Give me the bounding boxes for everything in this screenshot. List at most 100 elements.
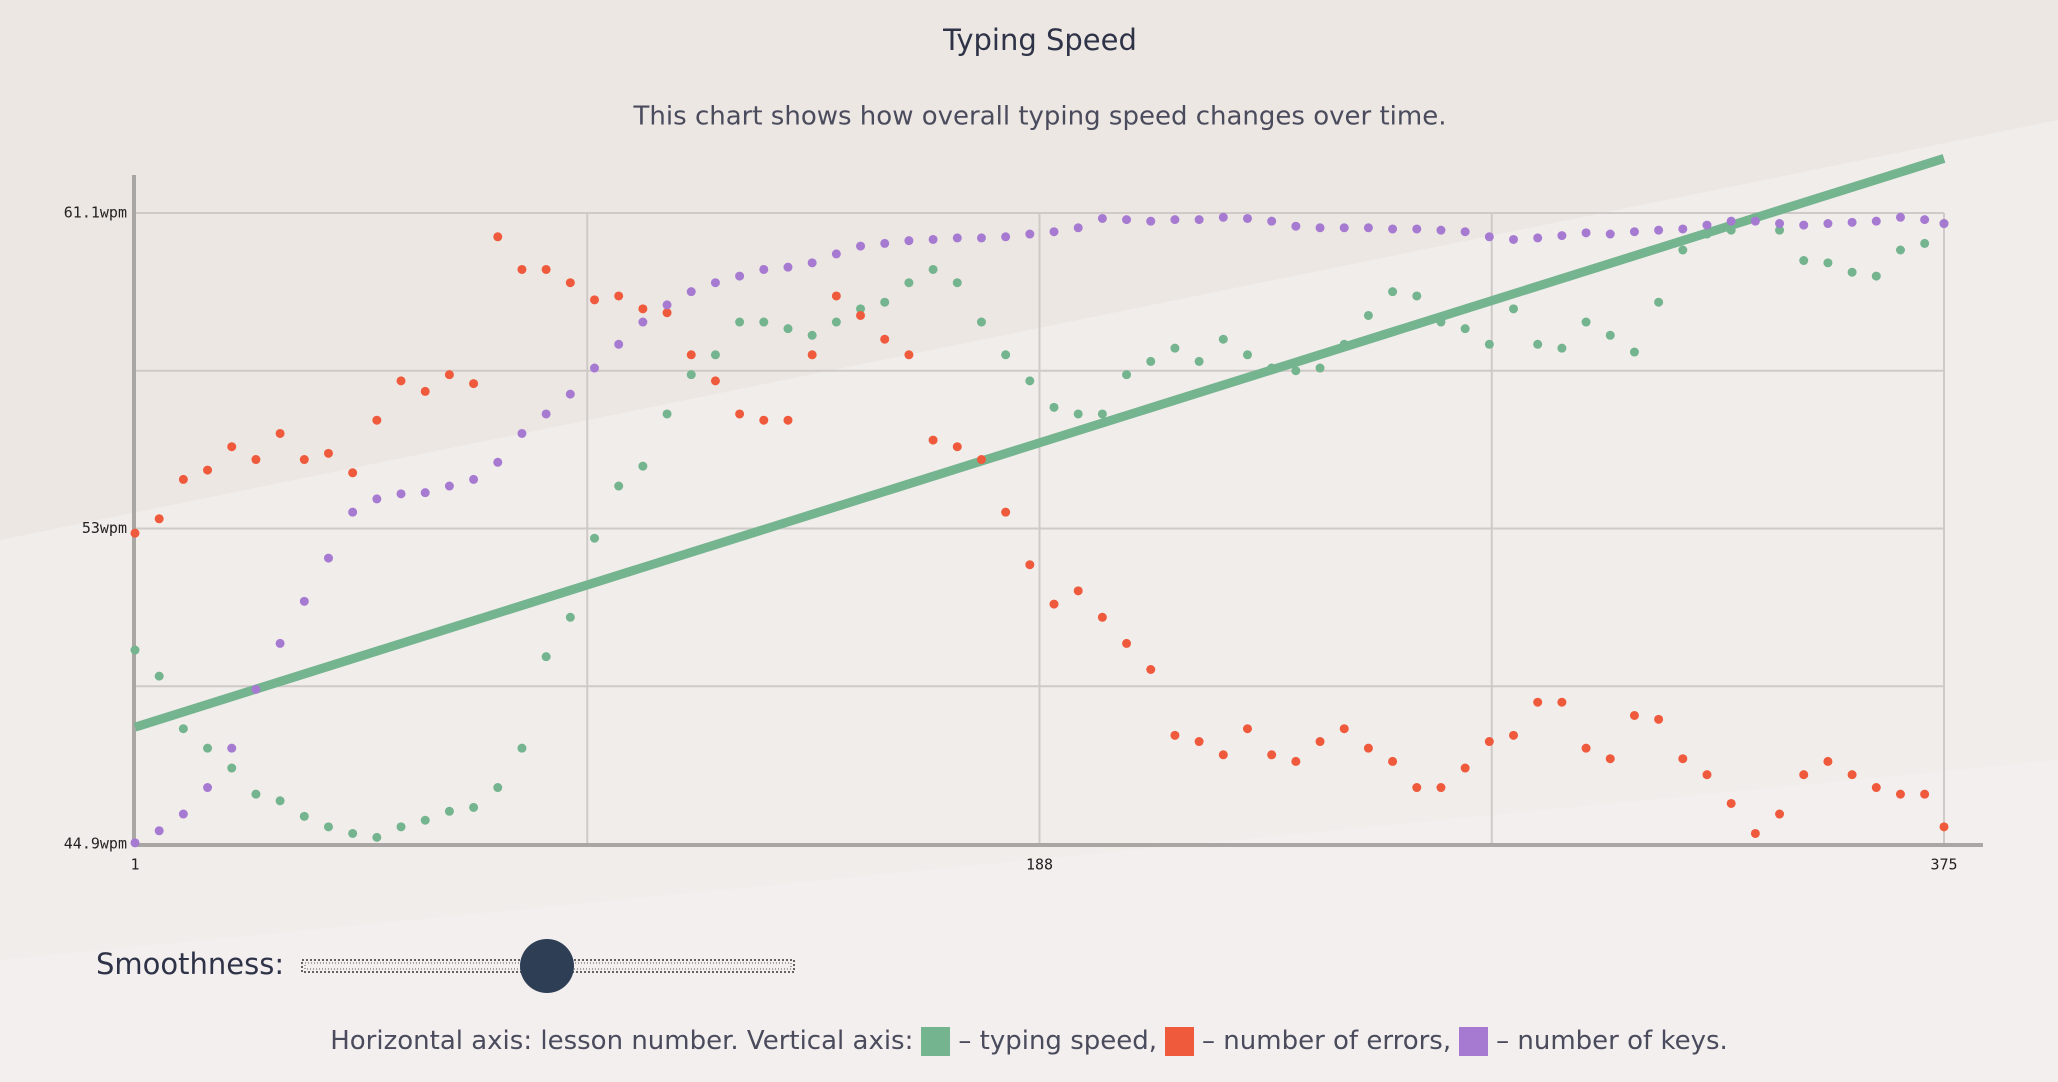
x-tick-label: 188 — [1026, 856, 1053, 874]
point — [976, 233, 986, 243]
point — [517, 743, 527, 753]
point — [396, 489, 406, 499]
point — [299, 455, 309, 465]
point — [1847, 267, 1857, 277]
point — [904, 350, 914, 360]
point — [880, 297, 890, 307]
point — [1775, 225, 1785, 235]
point — [1242, 350, 1252, 360]
point — [493, 457, 503, 467]
point — [807, 258, 817, 268]
point — [1218, 212, 1228, 222]
point — [348, 507, 358, 517]
point — [1557, 697, 1567, 707]
point — [976, 317, 986, 327]
point — [1847, 217, 1857, 227]
point — [1146, 356, 1156, 366]
point — [1218, 334, 1228, 344]
point — [1315, 223, 1325, 233]
point — [1750, 828, 1760, 838]
legend-item: – typing speed, — [921, 1026, 1157, 1056]
point — [1484, 737, 1494, 747]
point — [1339, 223, 1349, 233]
point — [1001, 232, 1011, 242]
legend-swatch — [1459, 1026, 1489, 1056]
point — [1895, 789, 1905, 799]
point — [590, 363, 600, 373]
point — [831, 249, 841, 259]
background-band — [0, 0, 2058, 540]
point — [1557, 231, 1567, 241]
point — [1939, 219, 1949, 229]
point — [1267, 750, 1277, 760]
point — [396, 376, 406, 386]
chart-subtitle: This chart shows how overall typing spee… — [633, 102, 1447, 132]
point — [831, 291, 841, 301]
point — [928, 435, 938, 445]
y-tick-label: 44.9wpm — [64, 835, 127, 853]
point — [831, 317, 841, 327]
point — [1363, 310, 1373, 320]
point — [928, 234, 938, 244]
point — [1291, 221, 1301, 231]
point — [952, 442, 962, 452]
point — [1629, 710, 1639, 720]
point — [735, 317, 745, 327]
point — [1678, 224, 1688, 234]
point — [590, 295, 600, 305]
point — [1895, 245, 1905, 255]
point — [1097, 409, 1107, 419]
point — [1895, 212, 1905, 222]
point — [904, 278, 914, 288]
slider-thumb[interactable] — [520, 939, 574, 993]
point — [565, 612, 575, 622]
point — [1605, 229, 1615, 239]
series — [130, 232, 1949, 838]
point — [251, 789, 261, 799]
point — [1920, 215, 1930, 225]
point — [372, 494, 382, 504]
point — [1509, 730, 1519, 740]
point — [1920, 238, 1930, 248]
point — [856, 310, 866, 320]
point — [275, 796, 285, 806]
point — [1073, 223, 1083, 233]
point — [203, 465, 213, 475]
point — [1702, 229, 1712, 239]
point — [614, 291, 624, 301]
y-tick-label: 61.1wpm — [64, 204, 127, 222]
point — [1605, 330, 1615, 340]
trend-line — [133, 154, 1946, 732]
point — [1726, 216, 1736, 226]
point — [1436, 783, 1446, 793]
point — [1049, 227, 1059, 237]
point — [1073, 586, 1083, 596]
point — [1194, 356, 1204, 366]
point — [1097, 612, 1107, 622]
point — [178, 809, 188, 819]
point — [1702, 770, 1712, 780]
point — [1702, 220, 1712, 230]
point — [348, 828, 358, 838]
point — [493, 232, 503, 242]
point — [130, 528, 140, 538]
point — [1533, 697, 1543, 707]
point — [323, 448, 333, 458]
point — [783, 324, 793, 334]
point — [565, 389, 575, 399]
point — [469, 802, 479, 812]
point — [614, 339, 624, 349]
background-band — [0, 760, 2058, 1082]
point — [1025, 376, 1035, 386]
smoothness-slider[interactable] — [301, 939, 795, 993]
point — [1122, 370, 1132, 380]
point — [1726, 798, 1736, 808]
point — [154, 671, 164, 681]
point — [1339, 724, 1349, 734]
point — [1775, 809, 1785, 819]
point — [1678, 245, 1688, 255]
point — [1629, 347, 1639, 357]
series — [130, 212, 1949, 848]
